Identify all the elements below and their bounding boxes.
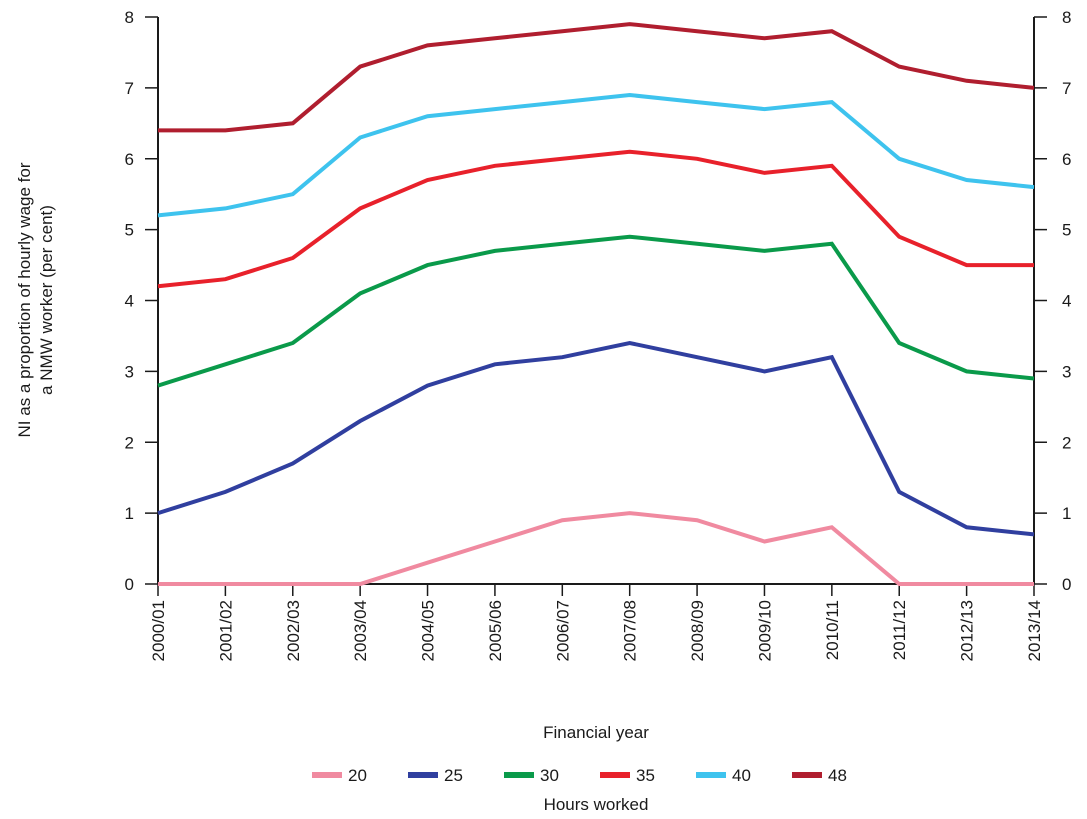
legend-label-30: 30 (540, 766, 559, 785)
x-tick-label: 2005/06 (486, 600, 505, 661)
y-tick-label-right: 6 (1062, 150, 1071, 169)
series-line-48 (158, 22, 1035, 133)
series-line-20 (158, 511, 1034, 586)
series-line-35 (157, 149, 1034, 289)
x-tick-label: 2011/12 (890, 600, 909, 660)
x-tick-label: 2003/04 (351, 600, 370, 661)
x-tick-label: 2010/11 (823, 600, 842, 660)
legend-label-40: 40 (732, 766, 751, 785)
y-axis-label-line-2: a NMW worker (per cent) (37, 205, 56, 395)
series-line-30 (157, 234, 1035, 388)
y-tick-label-left: 7 (125, 79, 134, 98)
y-axis-label-line-1: NI as a proportion of hourly wage for (15, 162, 34, 437)
series-group (157, 22, 1035, 586)
series-line-25 (157, 340, 1035, 537)
y-tick-label-right: 4 (1062, 292, 1071, 311)
y-tick-label-left: 5 (125, 221, 134, 240)
legend: 20 25 30 35 40 48 (312, 766, 847, 785)
y-tick-label-right: 0 (1062, 575, 1071, 594)
y-tick-label-left: 6 (125, 150, 134, 169)
x-tick-label: 2013/14 (1025, 600, 1044, 661)
ticks-group: 0 0 1 1 2 2 3 3 4 4 5 5 6 6 7 7 8 8 2000/01 2001/02 2002/03 2… (125, 8, 1072, 661)
legend-label-20: 20 (348, 766, 367, 785)
y-tick-label-right: 1 (1062, 504, 1071, 523)
y-tick-label-left: 3 (125, 362, 134, 381)
y-tick-label-right: 2 (1062, 433, 1071, 452)
x-tick-label: 2009/10 (755, 600, 774, 661)
y-tick-label-right: 5 (1062, 221, 1071, 240)
x-tick-label: 2001/02 (216, 600, 235, 661)
legend-title: Hours worked (544, 795, 649, 814)
x-tick-label: 2000/01 (149, 600, 168, 661)
x-tick-label: 2012/13 (958, 600, 977, 661)
axes-group (157, 17, 1035, 585)
legend-label-48: 48 (828, 766, 847, 785)
y-tick-label-right: 7 (1062, 79, 1071, 98)
y-tick-label-right: 3 (1062, 362, 1071, 381)
y-tick-label-left: 2 (125, 433, 134, 452)
y-tick-label-left: 0 (125, 575, 134, 594)
x-tick-label: 2004/05 (419, 600, 438, 661)
legend-label-35: 35 (636, 766, 655, 785)
y-tick-label-left: 8 (125, 8, 134, 27)
y-tick-label-left: 4 (125, 292, 134, 311)
series-line-40 (157, 92, 1035, 218)
x-tick-label: 2002/03 (284, 600, 303, 661)
legend-label-25: 25 (444, 766, 463, 785)
y-tick-label-left: 1 (125, 504, 134, 523)
x-tick-label: 2008/09 (688, 600, 707, 661)
x-tick-label: 2007/08 (621, 600, 640, 661)
x-axis-label: Financial year (543, 723, 649, 742)
x-tick-label: 2006/07 (553, 600, 572, 661)
y-tick-label-right: 8 (1062, 8, 1071, 27)
